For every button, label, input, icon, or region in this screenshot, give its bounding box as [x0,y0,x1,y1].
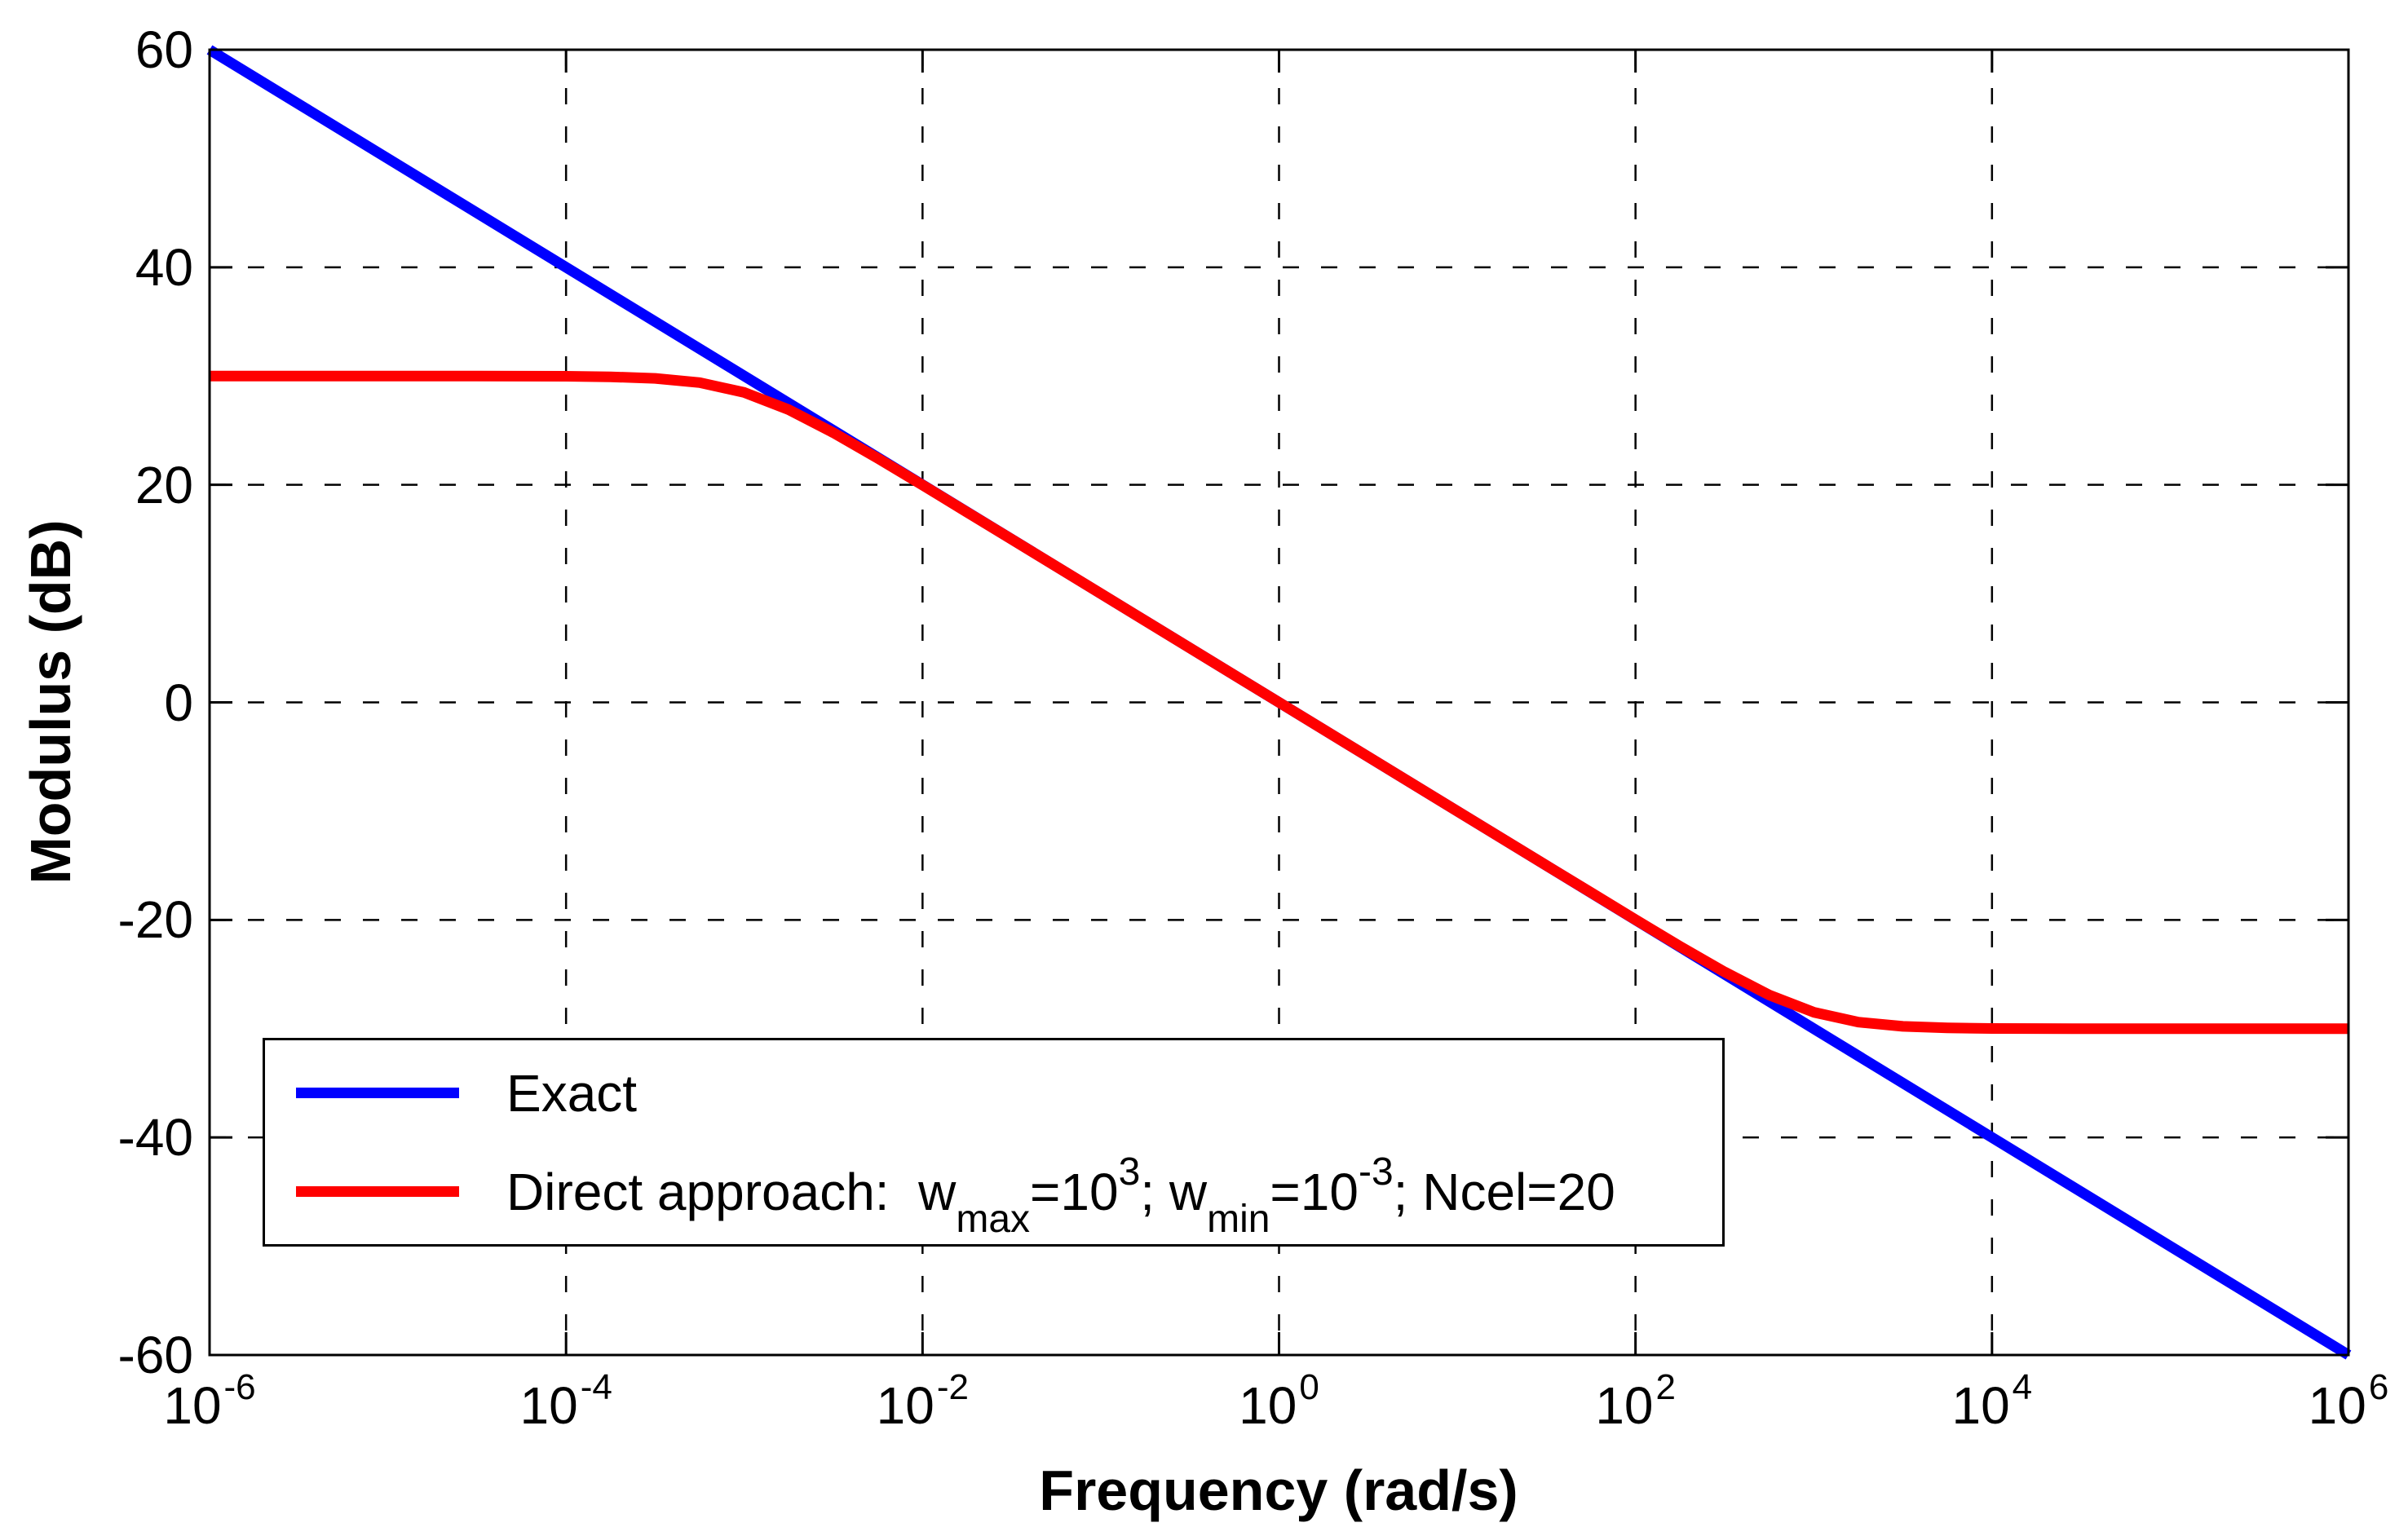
x-tick-base: 10 [163,1376,222,1435]
legend-text-part: =10 [1270,1162,1359,1221]
x-tick-label: 10-6 [163,1367,255,1438]
legend-entry-direct-approach: Direct approach: wmax=103; wmin=10-3; Nc… [265,1142,1722,1241]
legend-subscript-max: max [956,1197,1031,1241]
x-tick-exponent: -6 [223,1367,256,1407]
x-tick-exponent: -2 [936,1367,969,1407]
legend-line-sample-exact [296,1088,459,1098]
x-tick-base: 10 [2308,1376,2366,1435]
y-tick-label: -40 [117,1108,194,1167]
y-tick-label: -60 [117,1326,194,1384]
legend-label-exact: Exact [506,1063,638,1123]
legend-text-part: Direct approach: w [506,1162,957,1221]
legend-text-part: ; w [1140,1162,1208,1221]
x-tick-label: 102 [1595,1367,1676,1438]
y-tick-label: 20 [135,455,193,514]
x-tick-label: 104 [1951,1367,2032,1438]
x-tick-base: 10 [519,1376,578,1435]
x-axis-title: Frequency (rad/s) [1039,1459,1518,1522]
x-tick-label: 10-4 [519,1367,612,1438]
x-tick-exponent: 6 [2368,1367,2389,1407]
legend-text-part: ; Ncel=20 [1393,1162,1615,1221]
plot-border [208,48,2350,1357]
x-tick-base: 10 [1239,1376,1297,1435]
y-tick-label: 0 [164,673,193,732]
x-tick-exponent: 0 [1299,1367,1319,1407]
legend-superscript-3: 3 [1118,1150,1141,1194]
legend-subscript-min: min [1207,1197,1270,1241]
legend-entry-exact: Exact [265,1044,1722,1142]
x-tick-base: 10 [1951,1376,2010,1435]
x-tick-base: 10 [876,1376,934,1435]
y-tick-label: 40 [135,237,193,297]
x-tick-label: 100 [1239,1367,1319,1438]
x-tick-exponent: 2 [1655,1367,1676,1407]
y-tick-label: -20 [117,890,194,950]
y-tick-label: 60 [135,20,193,79]
legend-line-sample-direct-approach [296,1186,459,1197]
series-line-direct-approach [210,370,2348,1035]
x-tick-exponent: -4 [580,1367,612,1407]
legend-text-part: =10 [1030,1162,1119,1221]
x-tick-base: 10 [1595,1376,1654,1435]
x-tick-label: 106 [2308,1367,2389,1438]
x-tick-exponent: 4 [2012,1367,2033,1407]
legend-box: Exact Direct approach: wmax=103; wmin=10… [263,1038,1725,1247]
legend-label-direct-approach: Direct approach: wmax=103; wmin=10-3; Nc… [506,1150,1615,1241]
legend-superscript-minus-3: -3 [1358,1150,1394,1194]
x-tick-label: 10-2 [876,1367,969,1438]
